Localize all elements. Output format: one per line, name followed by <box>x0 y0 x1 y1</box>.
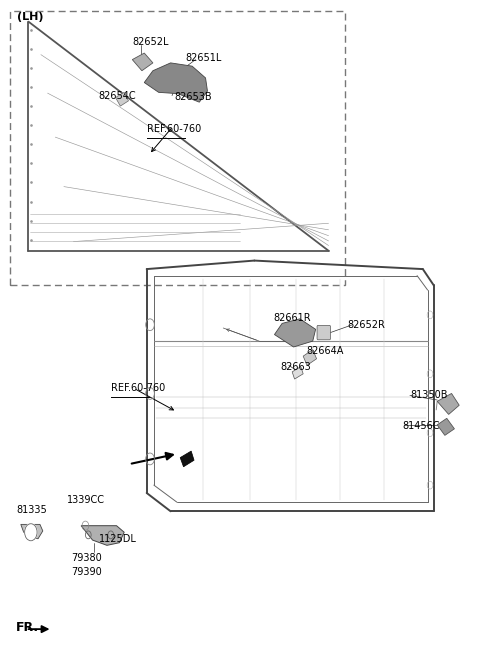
Text: 1339CC: 1339CC <box>67 495 105 505</box>
Text: 82663: 82663 <box>281 362 312 372</box>
Polygon shape <box>180 451 194 467</box>
Circle shape <box>24 523 37 541</box>
Text: 82661R: 82661R <box>274 312 311 323</box>
Polygon shape <box>21 524 43 539</box>
Text: 82664A: 82664A <box>306 346 343 356</box>
Text: 79390: 79390 <box>72 567 102 577</box>
Polygon shape <box>81 525 124 545</box>
Text: 79380: 79380 <box>72 554 102 564</box>
Text: 82654C: 82654C <box>99 91 136 100</box>
Text: FR.: FR. <box>16 621 39 634</box>
Text: 82653B: 82653B <box>174 92 212 102</box>
Polygon shape <box>292 367 303 379</box>
Text: 81335: 81335 <box>16 505 47 515</box>
Polygon shape <box>303 350 317 365</box>
Text: REF.60-760: REF.60-760 <box>147 124 201 134</box>
Polygon shape <box>275 319 316 347</box>
Polygon shape <box>144 63 207 102</box>
Text: 82652R: 82652R <box>348 319 385 330</box>
Text: 1125DL: 1125DL <box>99 534 137 544</box>
Text: 82652L: 82652L <box>132 37 169 47</box>
Text: (LH): (LH) <box>17 12 44 22</box>
FancyBboxPatch shape <box>317 325 330 340</box>
Text: 82651L: 82651L <box>185 53 221 63</box>
Polygon shape <box>116 92 129 106</box>
Text: 81350B: 81350B <box>410 390 447 400</box>
Polygon shape <box>437 419 455 436</box>
Text: 81456C: 81456C <box>403 421 440 431</box>
Polygon shape <box>437 394 459 415</box>
Polygon shape <box>132 53 153 71</box>
Text: REF.60-760: REF.60-760 <box>111 383 165 393</box>
